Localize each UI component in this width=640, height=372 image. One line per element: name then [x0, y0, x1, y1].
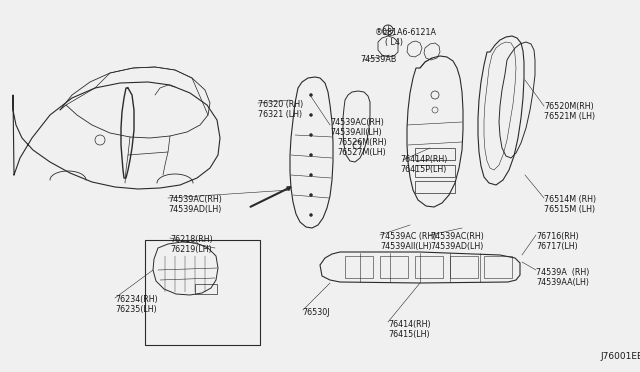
- Text: 74539AC(RH): 74539AC(RH): [330, 118, 384, 127]
- Text: 76520M(RH): 76520M(RH): [544, 102, 594, 111]
- Text: 74539AC(RH): 74539AC(RH): [430, 232, 484, 241]
- Text: 74539AC(RH): 74539AC(RH): [168, 195, 222, 204]
- Circle shape: [310, 93, 312, 96]
- Text: ®081A6-6121A: ®081A6-6121A: [375, 28, 437, 37]
- Bar: [145, 240, 260, 345]
- Bar: [484, 256, 512, 278]
- Text: 76415P(LH): 76415P(LH): [400, 165, 446, 174]
- Text: 74539AC (RH): 74539AC (RH): [380, 232, 436, 241]
- Text: 76414P(RH): 76414P(RH): [400, 155, 447, 164]
- Text: 76717(LH): 76717(LH): [536, 242, 578, 251]
- Text: ( L4): ( L4): [385, 38, 403, 47]
- Text: 74539AB: 74539AB: [360, 55, 396, 64]
- Text: 76414(RH): 76414(RH): [388, 320, 431, 329]
- Bar: [415, 256, 443, 278]
- Text: 74539AA(LH): 74539AA(LH): [536, 278, 589, 287]
- Text: 76218(RH): 76218(RH): [170, 235, 212, 244]
- Bar: [415, 165, 455, 177]
- Text: 74539A  (RH): 74539A (RH): [536, 268, 589, 277]
- Text: J76001EE: J76001EE: [600, 352, 640, 361]
- Text: 76219(LH): 76219(LH): [170, 245, 212, 254]
- Text: 76521M (LH): 76521M (LH): [544, 112, 595, 121]
- Circle shape: [310, 154, 312, 157]
- Text: 76530J: 76530J: [302, 308, 330, 317]
- Bar: [415, 148, 455, 160]
- Text: 74539AII(LH): 74539AII(LH): [330, 128, 381, 137]
- Circle shape: [310, 173, 312, 176]
- Text: 76716(RH): 76716(RH): [536, 232, 579, 241]
- Text: 76514M (RH): 76514M (RH): [544, 195, 596, 204]
- Text: 74539AD(LH): 74539AD(LH): [430, 242, 483, 251]
- Bar: [450, 256, 478, 278]
- Text: 74539AD(LH): 74539AD(LH): [168, 205, 221, 214]
- Text: 76234(RH): 76234(RH): [115, 295, 157, 304]
- Circle shape: [310, 193, 312, 196]
- Text: 76321 (LH): 76321 (LH): [258, 110, 302, 119]
- Text: 76415(LH): 76415(LH): [388, 330, 429, 339]
- Bar: [380, 256, 408, 278]
- Circle shape: [310, 113, 312, 116]
- Circle shape: [310, 214, 312, 217]
- Circle shape: [310, 134, 312, 137]
- Text: 76320 (RH): 76320 (RH): [258, 100, 303, 109]
- Bar: [195, 284, 217, 294]
- Bar: [415, 181, 455, 193]
- Text: 76515M (LH): 76515M (LH): [544, 205, 595, 214]
- Text: 74539AII(LH): 74539AII(LH): [380, 242, 432, 251]
- Text: 76235(LH): 76235(LH): [115, 305, 157, 314]
- Bar: [345, 256, 373, 278]
- Text: 76527M(LH): 76527M(LH): [337, 148, 386, 157]
- Text: 76526M(RH): 76526M(RH): [337, 138, 387, 147]
